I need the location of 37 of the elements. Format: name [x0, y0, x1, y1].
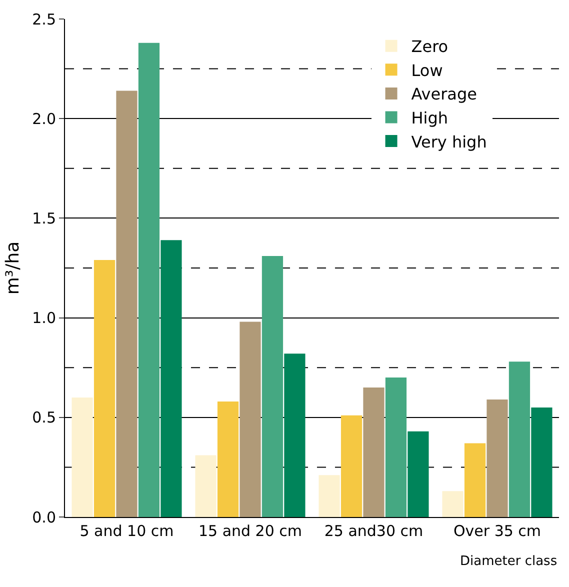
bar [363, 388, 384, 517]
bar [217, 401, 239, 517]
bar [464, 443, 486, 517]
y-tick-label: 2.5 [32, 10, 56, 28]
bar [138, 42, 160, 517]
legend-label: High [411, 108, 448, 128]
y-tick-label: 0.0 [32, 508, 56, 526]
x-axis-title: Diameter class [460, 554, 558, 569]
bar [160, 240, 182, 517]
bar [94, 260, 116, 517]
bar [72, 397, 93, 517]
legend-label: Zero [411, 37, 448, 56]
legend-label: Average [411, 84, 477, 104]
bar [385, 378, 407, 517]
bar [240, 322, 261, 517]
y-tick-label: 0.5 [32, 408, 56, 427]
bar [508, 362, 530, 517]
y-axis-title: m³/ha [2, 241, 24, 295]
y-tick-label: 2.0 [32, 110, 56, 128]
legend-label: Low [411, 60, 443, 80]
bar [262, 256, 284, 517]
bar [408, 431, 429, 517]
x-tick-label: 25 and30 cm [324, 522, 424, 540]
y-tick-label: 1.5 [32, 209, 56, 228]
bar [116, 90, 138, 517]
x-tick-label: 5 and 10 cm [80, 522, 174, 540]
x-tick-label: 15 and 20 cm [198, 522, 302, 540]
bar [284, 354, 306, 517]
bar [318, 475, 340, 517]
bar [486, 399, 508, 517]
bar [195, 455, 216, 517]
bar [340, 415, 362, 517]
legend-label: Very high [411, 132, 487, 152]
x-tick-label: Over 35 cm [453, 522, 542, 540]
bar [531, 407, 552, 517]
y-tick-label: 1.0 [32, 309, 56, 328]
bar [442, 491, 464, 517]
